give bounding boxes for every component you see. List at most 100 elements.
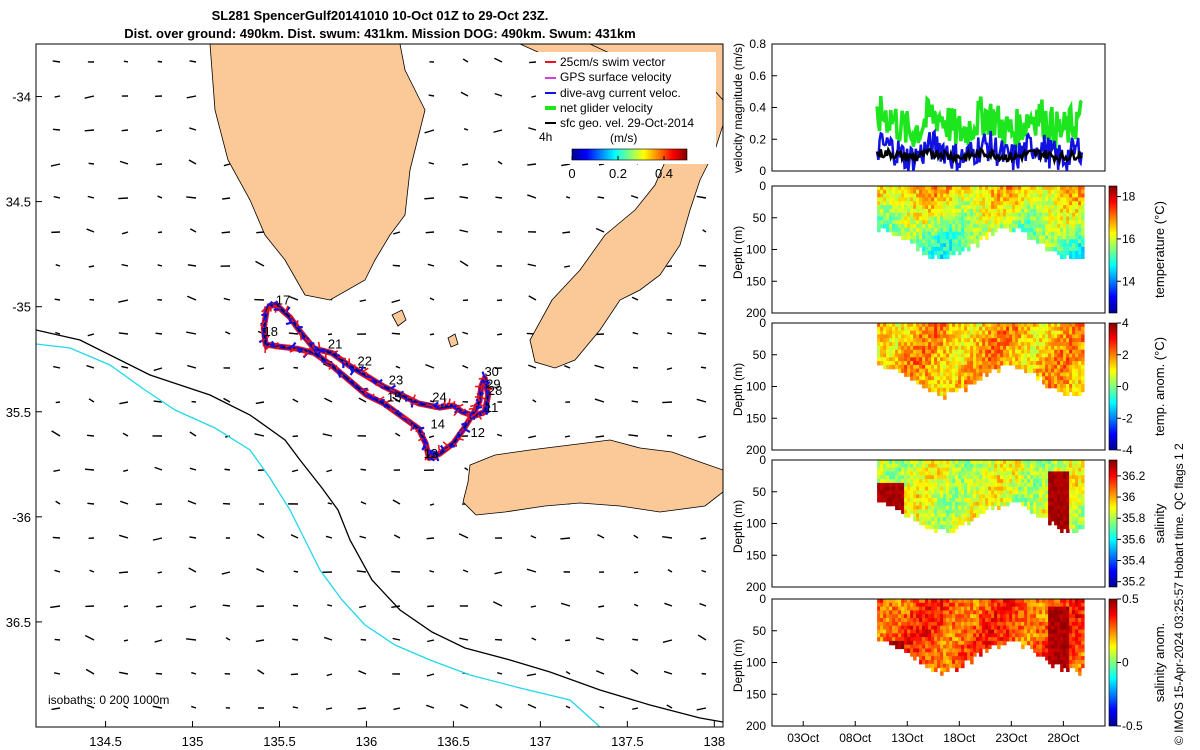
- section-cell: [1039, 372, 1043, 377]
- section-cell: [1048, 482, 1052, 488]
- section-cell: [1078, 361, 1082, 366]
- section-cell: [982, 637, 986, 642]
- section-cell: [1069, 212, 1073, 218]
- section-cell: [979, 509, 983, 514]
- section-cell: [1081, 524, 1085, 530]
- velocity-ytick-label: 0.6: [749, 69, 766, 83]
- section-cell: [964, 599, 968, 604]
- section-colorbar-tick-label: 14: [1122, 274, 1136, 288]
- section-cell: [1012, 193, 1016, 198]
- section-cell: [886, 625, 890, 631]
- section-cell: [1078, 667, 1082, 672]
- section-cell: [1072, 509, 1076, 514]
- section-cell: [976, 625, 980, 631]
- velocity-ytick-label: 0.4: [749, 101, 766, 115]
- section-cell: [997, 505, 1001, 511]
- section-cell: [904, 201, 908, 206]
- section-cell: [952, 621, 956, 627]
- section-cell: [949, 376, 953, 381]
- section-cell: [1066, 338, 1070, 343]
- surface-velocity-arrow: [290, 534, 299, 539]
- section-cell: [937, 599, 941, 604]
- section-cell: [919, 372, 923, 377]
- section-cell: [931, 224, 935, 229]
- surface-velocity-arrow: [88, 398, 95, 403]
- section-cell: [1033, 212, 1037, 218]
- section-cell: [934, 353, 938, 358]
- section-cell: [1024, 501, 1028, 507]
- section-cell: [1039, 486, 1043, 492]
- section-cell: [1024, 479, 1028, 484]
- section-cell: [994, 599, 998, 604]
- section-cell: [988, 220, 992, 225]
- section-cell: [976, 353, 980, 358]
- section-cell: [916, 599, 920, 604]
- section-cell: [991, 463, 995, 469]
- swim-vector: [456, 437, 464, 441]
- section-cell: [907, 467, 911, 472]
- swim-vector: [325, 360, 333, 365]
- section-cell: [895, 201, 899, 206]
- section-cell: [943, 621, 947, 627]
- section-cell: [976, 644, 980, 650]
- section-cell: [988, 326, 992, 332]
- section-cell: [892, 216, 896, 221]
- section-cell: [1081, 357, 1085, 362]
- section-cell: [1072, 376, 1076, 381]
- section-cell: [1003, 486, 1007, 492]
- surface-velocity-arrow: [464, 467, 469, 471]
- section-cell: [1012, 349, 1016, 355]
- surface-velocity-arrow: [630, 668, 639, 675]
- swim-vector: [302, 350, 310, 358]
- section-cell: [1027, 494, 1031, 499]
- section-cell: [946, 387, 950, 393]
- section-cell: [949, 637, 953, 642]
- section-cell: [1075, 224, 1079, 229]
- section-cell: [910, 349, 914, 355]
- section-cell: [1069, 618, 1073, 623]
- section-cell: [958, 610, 962, 615]
- section-cell: [976, 323, 980, 328]
- section-cell: [994, 186, 998, 191]
- section-cell: [1063, 357, 1067, 362]
- section-cell: [946, 528, 950, 533]
- current-vector: [431, 450, 440, 455]
- section-cell: [913, 361, 917, 366]
- section-cell: [1081, 460, 1085, 465]
- section-cell: [1048, 494, 1052, 499]
- section-cell: [1066, 345, 1070, 351]
- section-cell: [1030, 618, 1034, 623]
- section-cell: [913, 629, 917, 634]
- section-cell: [988, 621, 992, 627]
- section-cell: [919, 197, 923, 202]
- section-cell: [913, 640, 917, 646]
- section-cell: [952, 227, 956, 233]
- section-cell: [1072, 463, 1076, 469]
- surface-velocity-arrow: [290, 673, 299, 676]
- section-cell: [1066, 652, 1070, 657]
- section-cell: [994, 486, 998, 492]
- section-cell: [1027, 357, 1031, 362]
- section-cell: [997, 186, 1001, 191]
- section-cell: [1081, 660, 1085, 665]
- section-cell: [1045, 243, 1049, 248]
- section-cell: [1027, 193, 1031, 198]
- section-cell: [994, 494, 998, 499]
- section-cell: [994, 216, 998, 221]
- surface-velocity-arrow: [186, 638, 197, 641]
- section-cell: [922, 353, 926, 358]
- section-cell: [1048, 208, 1052, 214]
- section-cell: [958, 521, 962, 526]
- section-cell: [1030, 235, 1034, 240]
- section-cell: [1051, 372, 1055, 377]
- section-cell: [985, 629, 989, 634]
- section-cell: [904, 342, 908, 347]
- section-cell: [952, 652, 956, 657]
- section-cell: [892, 201, 896, 206]
- section-cell: [1069, 239, 1073, 244]
- section-cell: [949, 463, 953, 469]
- section-cell: [958, 376, 962, 381]
- section-cell: [1072, 334, 1076, 339]
- section-colorbar-label: salinity: [1152, 503, 1167, 543]
- section-cell: [1000, 606, 1004, 611]
